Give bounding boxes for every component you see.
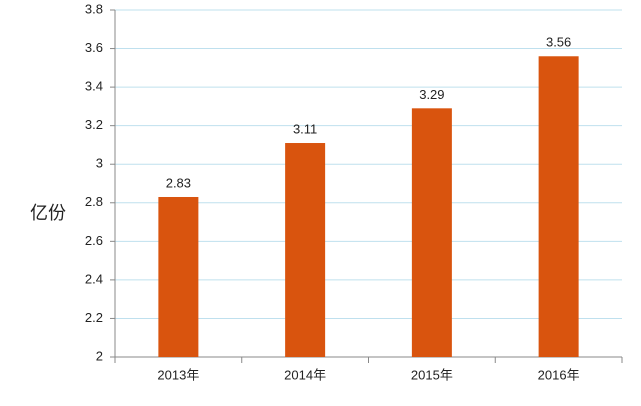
- y-tick-label: 3.6: [85, 40, 103, 55]
- data-label: 3.56: [546, 35, 571, 50]
- y-tick-label: 2: [96, 348, 103, 363]
- y-tick-label: 3.8: [85, 1, 103, 16]
- y-tick-label: 2.6: [85, 233, 103, 248]
- y-tick-label: 2.4: [85, 271, 103, 286]
- bar: [538, 56, 579, 358]
- bar: [411, 108, 452, 357]
- x-tick-label: 2016年: [538, 367, 580, 382]
- data-label: 3.11: [293, 121, 317, 136]
- y-tick-label: 2.8: [85, 194, 103, 209]
- x-tick-label: 2014年: [284, 367, 326, 382]
- data-label: 2.83: [166, 175, 191, 190]
- data-label: 3.29: [419, 87, 444, 102]
- bar: [158, 196, 199, 357]
- bar: [285, 143, 326, 357]
- y-tick-label: 3: [96, 156, 103, 171]
- y-tick-label: 3.2: [85, 117, 103, 132]
- x-tick-label: 2015年: [411, 367, 453, 382]
- y-tick-label: 2.2: [85, 310, 103, 325]
- y-tick-label: 3.4: [85, 79, 103, 94]
- y-axis-label: 亿份: [30, 203, 66, 223]
- x-tick-label: 2013年: [157, 367, 199, 382]
